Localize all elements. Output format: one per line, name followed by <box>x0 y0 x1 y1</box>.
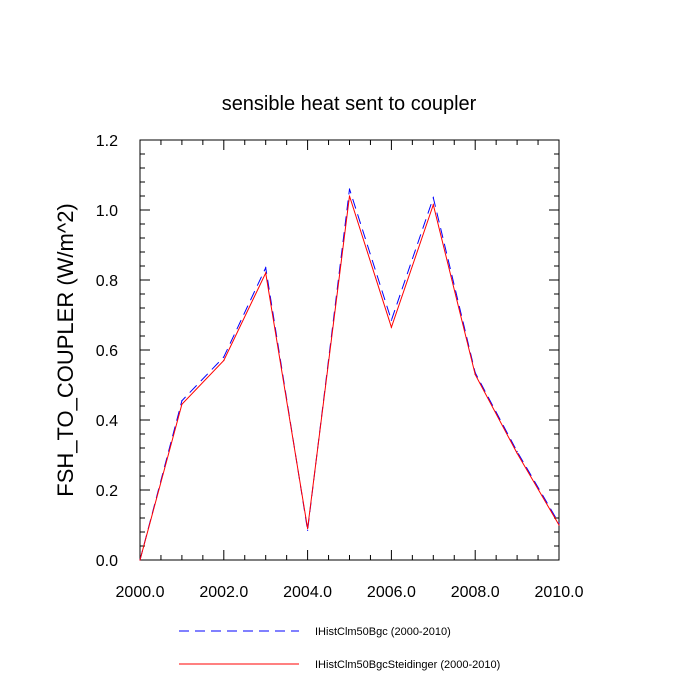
legend-label-2: IHistClm50BgcSteidinger (2000-2010) <box>315 659 500 671</box>
y-tick-label: 0.0 <box>96 553 118 570</box>
y-tick-label: 1.0 <box>96 203 118 220</box>
y-tick-label: 0.6 <box>96 343 118 360</box>
series-layer <box>139 188 560 561</box>
series-2-point <box>516 452 518 454</box>
series-1-point <box>223 356 225 358</box>
series-1-point <box>181 400 183 402</box>
y-axis-ticks: 0.0 0.2 0.4 0.6 0.8 1.0 1.2 <box>96 133 559 570</box>
y-tick-label: 1.2 <box>96 133 118 150</box>
chart-title: sensible heat sent to coupler <box>222 93 477 115</box>
series-2-point <box>265 272 267 274</box>
x-tick-label: 2004.0 <box>283 584 332 601</box>
x-axis-ticks: 2000.0 2002.0 2004.0 2006.0 2008.0 2010.0 <box>116 140 584 601</box>
series-1-point <box>390 319 392 321</box>
y-tick-label: 0.2 <box>96 483 118 500</box>
y-tick-label: 0.8 <box>96 273 118 290</box>
series-line-1 <box>139 188 560 561</box>
x-tick-label: 2010.0 <box>535 584 584 601</box>
series-2-point <box>181 403 183 405</box>
series-1-point <box>265 267 267 269</box>
series-1-point <box>432 197 434 199</box>
series-2-point <box>139 559 141 561</box>
series-2-point <box>390 326 392 328</box>
legend: IHistClm50Bgc (2000-2010) IHistClm50BgcSt… <box>179 626 500 671</box>
x-tick-label: 2000.0 <box>116 584 165 601</box>
x-tick-label: 2006.0 <box>367 584 416 601</box>
series-2-point <box>307 527 309 530</box>
series-2-point <box>432 204 434 206</box>
series-2-point <box>474 373 476 376</box>
legend-label-1: IHistClm50Bgc (2000-2010) <box>315 626 451 638</box>
x-tick-label: 2008.0 <box>451 584 500 601</box>
series-line-2 <box>139 195 560 561</box>
x-tick-label: 2002.0 <box>199 584 248 601</box>
series-1-point <box>307 529 309 531</box>
series-1-point <box>348 188 351 190</box>
y-axis-label: FSH_TO_COUPLER (W/m^2) <box>53 203 78 497</box>
y-tick-label: 0.4 <box>96 413 118 430</box>
plot-frame <box>139 139 560 561</box>
series-2-point <box>348 195 351 197</box>
series-2-point <box>558 524 560 526</box>
series-2-point <box>223 359 225 362</box>
